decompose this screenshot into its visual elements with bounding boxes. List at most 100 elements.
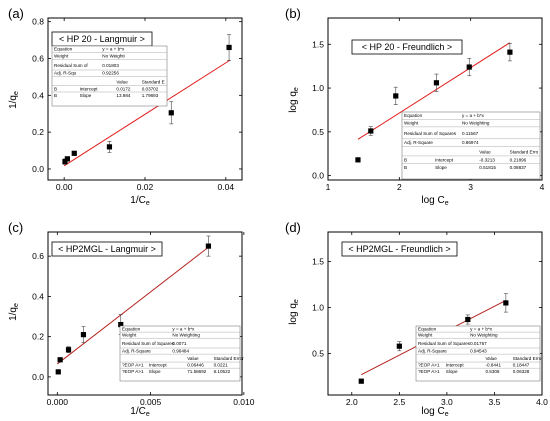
stats-row-value: y = a + b*x <box>172 326 195 331</box>
data-point <box>396 343 402 349</box>
data-point <box>205 243 212 249</box>
x-tick-label: 1 <box>326 182 331 192</box>
stats-coef-value: 0.5306 <box>485 369 499 374</box>
stats-row-label: Equation <box>404 113 423 118</box>
x-tick-label: 2.5 <box>393 397 405 407</box>
stats-coef-error: 0.08837 <box>510 165 527 170</box>
stats-row-label: Weight <box>122 332 137 337</box>
stats-coef-value: -0.8441 <box>485 363 501 368</box>
y-tick-label: 0.0 <box>312 171 324 181</box>
x-axis-title-main: log C <box>421 406 444 417</box>
x-axis-title-sub: e <box>146 200 150 207</box>
stats-coef-error: 0.18447 <box>513 363 530 368</box>
y-axis-title-main: log q <box>288 303 299 325</box>
stats-row-label: Equation <box>122 326 141 331</box>
legend-box <box>341 241 458 257</box>
y-tick-label: 0.8 <box>32 17 44 27</box>
x-tick-label: 3.0 <box>441 397 453 407</box>
plot-frame <box>47 231 243 396</box>
x-tick-label: 0.000 <box>47 397 69 407</box>
x-axis-title-sub: e <box>445 411 449 418</box>
panel-letter: (a) <box>8 6 24 21</box>
y-tick-label: 0.2 <box>32 332 44 342</box>
x-tick-label: 0.010 <box>233 397 255 407</box>
data-point <box>62 158 68 165</box>
stats-row-label: Residual Sum of Squares <box>404 131 457 136</box>
y-tick-label: 1.0 <box>312 303 324 313</box>
x-tick-label: 0.005 <box>140 397 162 407</box>
stats-coef-name: ?EOP A>1 <box>418 369 440 374</box>
stats-row-value: 0.01767 <box>470 341 487 346</box>
stats-row-label: Residual Sum of <box>54 63 88 68</box>
stats-coef-name: ?EOP A>1 <box>122 363 144 368</box>
data-point <box>358 378 364 384</box>
panel-c: (c)0.000 0.005 0.0100.00.20.40.61/Ce1/qe< … <box>8 220 255 418</box>
stats-row-value: 0.0071 <box>172 341 186 346</box>
stats-row-label: Residual Sum of Squares <box>122 341 175 346</box>
x-axis-title-main: 1/C <box>130 195 146 206</box>
y-tick-label: 0.6 <box>32 251 44 261</box>
plot-frame <box>327 17 543 181</box>
y-axis-title: 1/qe <box>8 91 20 109</box>
stats-coef-name: B <box>54 86 57 91</box>
panel-letter: (b) <box>285 6 301 21</box>
legend-title: < HP2MGL - Langmuir > <box>58 244 156 254</box>
stats-row-value: 0.01803 <box>102 63 119 68</box>
y-axis-title: log qe <box>288 87 300 113</box>
stats-coef-name: B <box>54 93 57 98</box>
stats-row-value: 0.11567 <box>462 131 479 136</box>
y-tick-label: 0.0 <box>32 164 44 174</box>
stats-row-label: Residual Sum of Squares <box>418 341 471 346</box>
x-axis-title: log Ce <box>421 195 448 207</box>
stats-coef-header-value: Value <box>479 150 491 155</box>
data-point <box>226 44 232 51</box>
legend-title: < HP2MGL - Freundlich > <box>348 244 450 254</box>
stats-coef-param: Intercept <box>446 363 465 368</box>
data-point <box>368 128 374 134</box>
data-point <box>433 80 440 86</box>
x-tick-label: 2.0 <box>346 397 358 407</box>
data-point <box>71 150 77 156</box>
x-axis-title: log Ce <box>421 406 448 418</box>
y-tick-label: 1.0 <box>312 83 324 93</box>
stats-coef-error: 6.10522 <box>214 369 231 374</box>
fit-line <box>57 246 209 365</box>
panel-letter: (c) <box>8 220 23 235</box>
stats-table <box>401 111 541 180</box>
data-point <box>118 321 124 328</box>
stats-coef-name: ?EOP A>1 <box>418 363 440 368</box>
stats-coef-value: 0.06446 <box>187 363 204 368</box>
data-point <box>507 49 513 55</box>
stats-table <box>119 325 241 382</box>
stats-coef-header-value: Value <box>187 356 199 361</box>
panel-a: (a)0.00 0.02 0.040.00.20.40.60.81/Ce1/qe< … <box>8 6 243 207</box>
y-tick-label: 0.0 <box>32 372 44 382</box>
data-point <box>55 369 61 375</box>
stats-coef-value: 0.51815 <box>479 165 496 170</box>
stats-coef-name: ?EOP A>1 <box>122 369 144 374</box>
y-axis-title-sub: e <box>293 87 300 91</box>
stats-row-value: 0.86974 <box>462 140 479 145</box>
y-tick-label: 1.5 <box>312 39 324 49</box>
stats-row-label: Weight <box>54 53 69 58</box>
stats-coef-error: 0.21896 <box>510 158 527 163</box>
stats-coef-header-error: Standard Erro <box>510 150 539 155</box>
stats-coef-header-value: Value <box>485 356 497 361</box>
x-axis-title-main: log C <box>421 195 444 206</box>
y-tick-label: 0.5 <box>312 349 324 359</box>
stats-row-value: No Weighting <box>172 332 200 337</box>
y-tick-label: 0.4 <box>32 291 44 301</box>
stats-coef-value: 0.0172 <box>116 86 130 91</box>
data-point <box>64 156 70 162</box>
y-axis-title-main: log q <box>288 91 299 113</box>
stats-coef-param: Intercept <box>149 363 168 368</box>
stats-coef-header-error: Standard Error <box>214 356 245 361</box>
x-tick-label: 0.04 <box>218 182 235 192</box>
y-axis-title-sub: e <box>13 303 20 307</box>
x-axis-title-main: 1/C <box>130 406 146 417</box>
stats-row-label: Equation <box>54 47 73 52</box>
stats-row-value: 0.94543 <box>470 348 487 353</box>
stats-table <box>415 325 541 382</box>
stats-coef-name: B <box>404 165 407 170</box>
